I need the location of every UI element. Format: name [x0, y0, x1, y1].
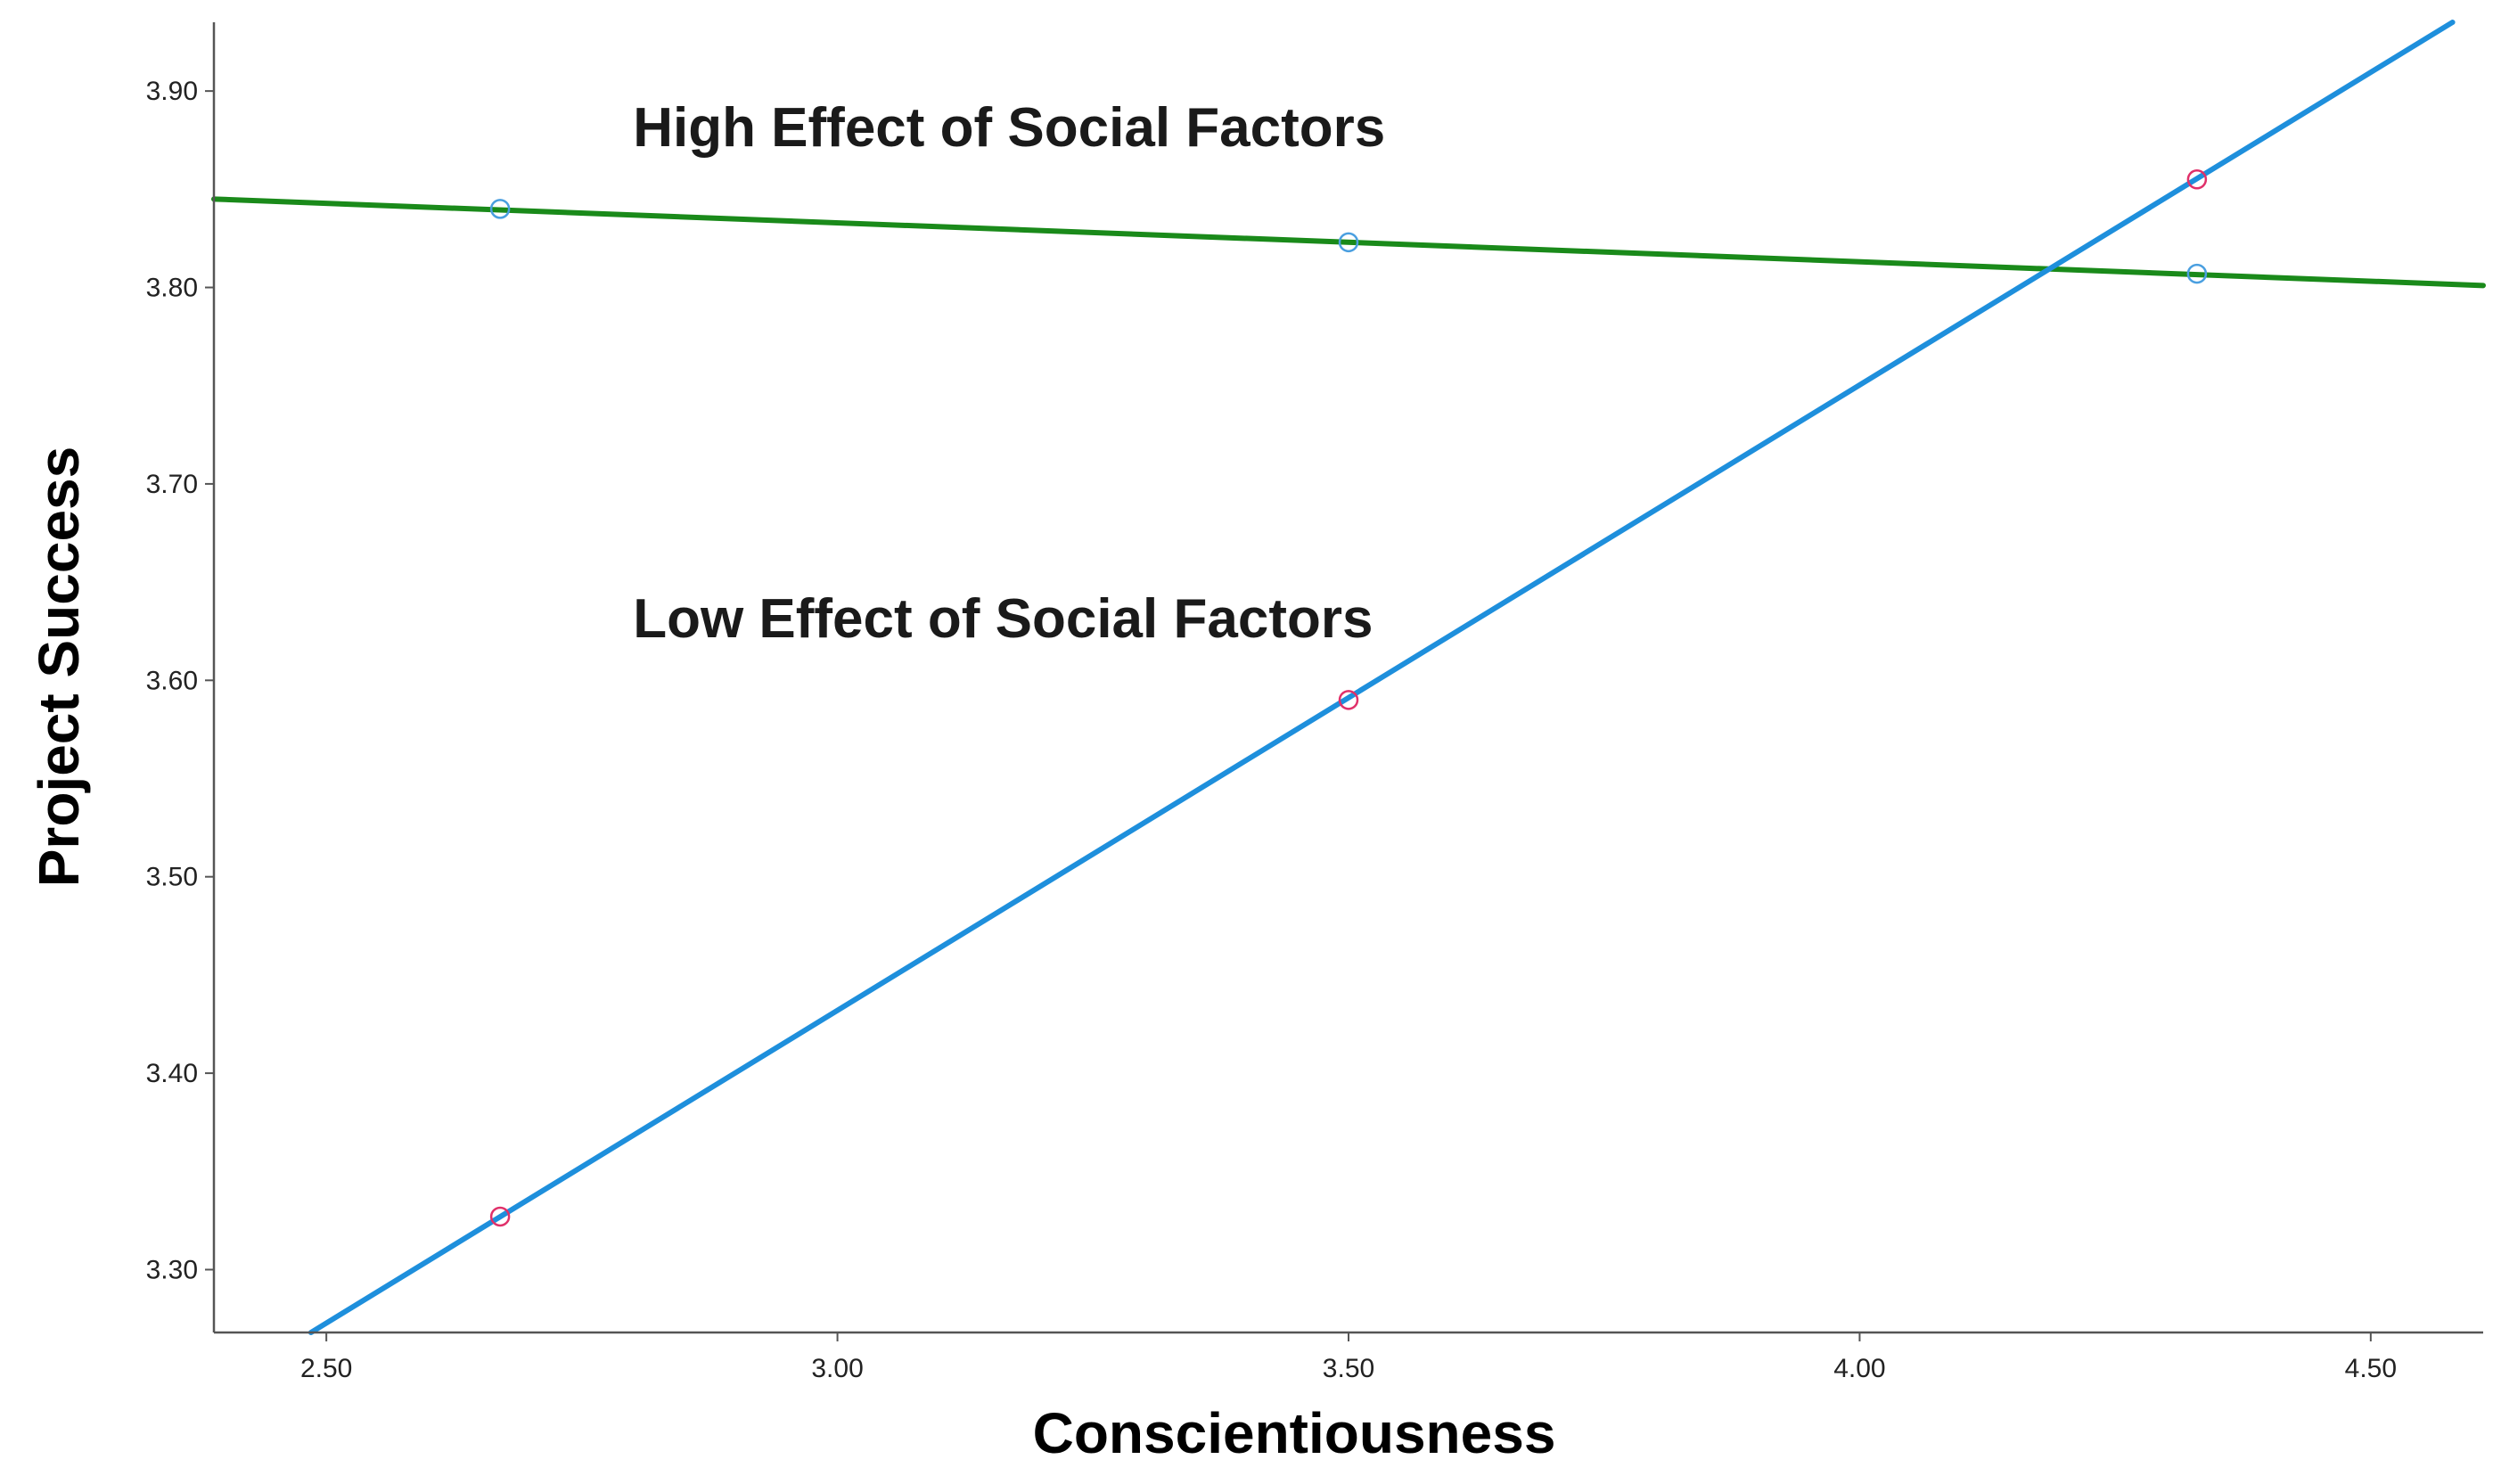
series-2-point-1 — [489, 1206, 511, 1227]
data-markers — [489, 169, 2208, 1227]
annotation-label: High Effect of Social Factors — [633, 97, 1385, 159]
series-1-point-2 — [1338, 232, 1359, 253]
annotations: High Effect of Social Factors Low Effect … — [633, 97, 1385, 650]
y-axis-ticks: 3.30 3.40 3.50 3.60 3.70 3.80 3.90 — [146, 77, 214, 1284]
y-tick-label: 3.80 — [146, 274, 198, 303]
series-1-point-3 — [2186, 263, 2208, 284]
y-tick-label: 3.30 — [146, 1255, 198, 1284]
x-tick-label: 4.00 — [1833, 1354, 1885, 1383]
x-axis-ticks: 2.50 3.00 3.50 4.00 4.50 — [300, 1332, 2397, 1383]
annotation-label: Low Effect of Social Factors — [633, 588, 1373, 650]
x-axis-title: Conscientiousness — [1033, 1401, 1556, 1465]
x-tick-label: 3.50 — [1323, 1354, 1374, 1383]
series-1-point-1 — [489, 199, 511, 219]
y-tick-label: 3.90 — [146, 77, 198, 106]
y-tick-label: 3.70 — [146, 470, 198, 499]
y-tick-label: 3.50 — [146, 863, 198, 892]
y-tick-label: 3.60 — [146, 666, 198, 695]
y-tick-label: 3.40 — [146, 1059, 198, 1088]
y-axis-title: Project Success — [27, 447, 91, 888]
series-2-fit-line — [308, 20, 2456, 1335]
series-2-point-3 — [2186, 169, 2208, 190]
series-1-fit-line — [211, 196, 2486, 289]
fit-lines — [211, 20, 2486, 1335]
x-tick-label: 2.50 — [300, 1354, 352, 1383]
series-2-point-2 — [1338, 690, 1359, 710]
x-tick-label: 4.50 — [2345, 1354, 2397, 1383]
axes — [212, 22, 2483, 1334]
x-tick-label: 3.00 — [811, 1354, 863, 1383]
